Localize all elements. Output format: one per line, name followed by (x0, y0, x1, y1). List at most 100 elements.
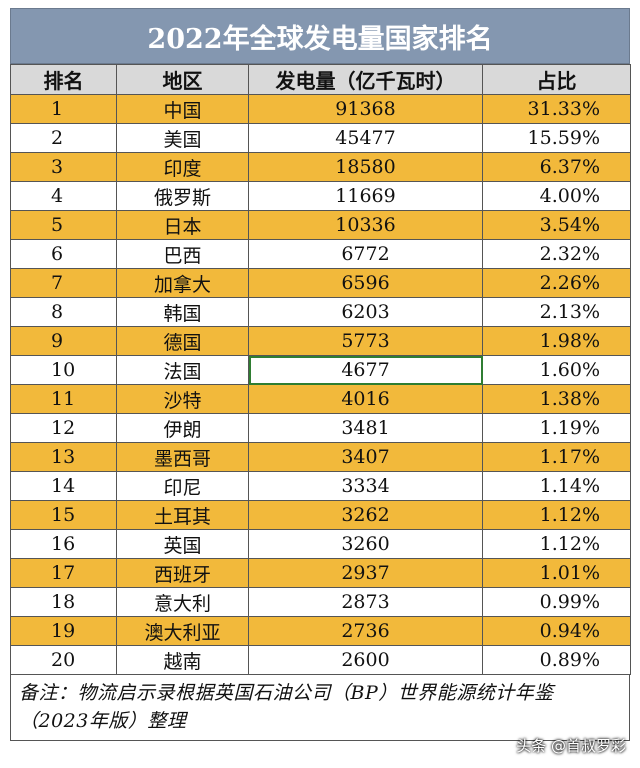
region-cell[interactable]: 日本 (116, 210, 249, 240)
share-cell[interactable]: 1.17% (482, 442, 631, 472)
output-cell[interactable]: 4677 (248, 355, 483, 385)
region-cell[interactable]: 巴西 (116, 239, 249, 269)
rank-cell[interactable]: 18 (10, 587, 117, 617)
spreadsheet: 2022年全球发电量国家排名 排名 地区 发电量（亿千瓦时） 占比 1 中国 913… (10, 8, 631, 741)
region-cell[interactable]: 土耳其 (116, 500, 249, 530)
share-cell[interactable]: 15.59% (482, 123, 631, 153)
table-row: 14 印尼 3334 1.14% (10, 471, 631, 501)
output-cell[interactable]: 2736 (248, 616, 483, 646)
output-cell[interactable]: 3334 (248, 471, 483, 501)
output-cell[interactable]: 6203 (248, 297, 483, 327)
share-cell[interactable]: 31.33% (482, 94, 631, 124)
output-cell[interactable]: 2600 (248, 645, 483, 675)
share-cell[interactable]: 1.98% (482, 326, 631, 356)
output-cell[interactable]: 91368 (248, 94, 483, 124)
share-cell[interactable]: 2.32% (482, 239, 631, 269)
header-share: 占比 (482, 64, 631, 95)
rank-cell[interactable]: 3 (10, 152, 117, 182)
region-cell[interactable]: 西班牙 (116, 558, 249, 588)
rank-cell[interactable]: 10 (10, 355, 117, 385)
rank-cell[interactable]: 19 (10, 616, 117, 646)
region-cell[interactable]: 中国 (116, 94, 249, 124)
output-cell[interactable]: 3481 (248, 413, 483, 443)
table-row: 13 墨西哥 3407 1.17% (10, 442, 631, 472)
share-cell[interactable]: 1.38% (482, 384, 631, 414)
share-cell[interactable]: 1.01% (482, 558, 631, 588)
output-cell[interactable]: 5773 (248, 326, 483, 356)
table-row: 12 伊朗 3481 1.19% (10, 413, 631, 443)
region-cell[interactable]: 韩国 (116, 297, 249, 327)
output-cell[interactable]: 2873 (248, 587, 483, 617)
table-row: 19 澳大利亚 2736 0.94% (10, 616, 631, 646)
output-cell[interactable]: 10336 (248, 210, 483, 240)
region-cell[interactable]: 沙特 (116, 384, 249, 414)
region-cell[interactable]: 印尼 (116, 471, 249, 501)
share-cell[interactable]: 1.60% (482, 355, 631, 385)
output-cell[interactable]: 3262 (248, 500, 483, 530)
table-row: 20 越南 2600 0.89% (10, 645, 631, 675)
share-cell[interactable]: 2.26% (482, 268, 631, 298)
table-row: 15 土耳其 3262 1.12% (10, 500, 631, 530)
rank-cell[interactable]: 20 (10, 645, 117, 675)
rank-cell[interactable]: 7 (10, 268, 117, 298)
share-cell[interactable]: 1.19% (482, 413, 631, 443)
output-cell[interactable]: 3407 (248, 442, 483, 472)
rank-cell[interactable]: 11 (10, 384, 117, 414)
share-cell[interactable]: 1.12% (482, 529, 631, 559)
region-cell[interactable]: 德国 (116, 326, 249, 356)
table-row: 16 英国 3260 1.12% (10, 529, 631, 559)
table-row: 3 印度 18580 6.37% (10, 152, 631, 182)
share-cell[interactable]: 3.54% (482, 210, 631, 240)
share-cell[interactable]: 0.99% (482, 587, 631, 617)
output-cell[interactable]: 45477 (248, 123, 483, 153)
region-cell[interactable]: 墨西哥 (116, 442, 249, 472)
region-cell[interactable]: 印度 (116, 152, 249, 182)
rank-cell[interactable]: 1 (10, 94, 117, 124)
table-row: 6 巴西 6772 2.32% (10, 239, 631, 269)
output-cell[interactable]: 2937 (248, 558, 483, 588)
region-cell[interactable]: 英国 (116, 529, 249, 559)
region-cell[interactable]: 法国 (116, 355, 249, 385)
share-cell[interactable]: 0.94% (482, 616, 631, 646)
output-cell[interactable]: 6596 (248, 268, 483, 298)
rank-cell[interactable]: 5 (10, 210, 117, 240)
watermark: 头条 @首叔罗彩 (516, 737, 626, 755)
rank-cell[interactable]: 8 (10, 297, 117, 327)
rank-cell[interactable]: 16 (10, 529, 117, 559)
table-row: 9 德国 5773 1.98% (10, 326, 631, 356)
table-row: 11 沙特 4016 1.38% (10, 384, 631, 414)
table-row: 18 意大利 2873 0.99% (10, 587, 631, 617)
rank-cell[interactable]: 9 (10, 326, 117, 356)
share-cell[interactable]: 4.00% (482, 181, 631, 211)
rank-cell[interactable]: 4 (10, 181, 117, 211)
rank-cell[interactable]: 17 (10, 558, 117, 588)
share-cell[interactable]: 1.12% (482, 500, 631, 530)
share-cell[interactable]: 1.14% (482, 471, 631, 501)
share-cell[interactable]: 6.37% (482, 152, 631, 182)
share-cell[interactable]: 0.89% (482, 645, 631, 675)
rank-cell[interactable]: 2 (10, 123, 117, 153)
table-title: 2022年全球发电量国家排名 (10, 8, 630, 64)
rank-cell[interactable]: 14 (10, 471, 117, 501)
region-cell[interactable]: 美国 (116, 123, 249, 153)
output-cell[interactable]: 11669 (248, 181, 483, 211)
output-cell[interactable]: 4016 (248, 384, 483, 414)
region-cell[interactable]: 伊朗 (116, 413, 249, 443)
header-row: 排名 地区 发电量（亿千瓦时） 占比 (10, 64, 631, 95)
share-cell[interactable]: 2.13% (482, 297, 631, 327)
header-rank: 排名 (10, 64, 117, 95)
output-cell[interactable]: 6772 (248, 239, 483, 269)
region-cell[interactable]: 澳大利亚 (116, 616, 249, 646)
header-region: 地区 (116, 64, 249, 95)
region-cell[interactable]: 俄罗斯 (116, 181, 249, 211)
rank-cell[interactable]: 15 (10, 500, 117, 530)
region-cell[interactable]: 意大利 (116, 587, 249, 617)
table-row: 2 美国 45477 15.59% (10, 123, 631, 153)
output-cell[interactable]: 3260 (248, 529, 483, 559)
rank-cell[interactable]: 6 (10, 239, 117, 269)
rank-cell[interactable]: 13 (10, 442, 117, 472)
region-cell[interactable]: 加拿大 (116, 268, 249, 298)
rank-cell[interactable]: 12 (10, 413, 117, 443)
output-cell[interactable]: 18580 (248, 152, 483, 182)
region-cell[interactable]: 越南 (116, 645, 249, 675)
